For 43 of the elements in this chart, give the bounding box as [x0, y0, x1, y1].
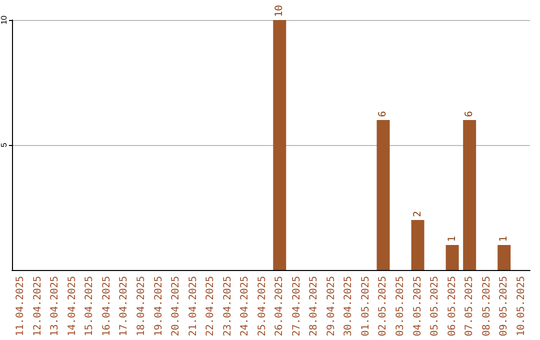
- x-tick-label: 17.04.2025: [118, 276, 130, 336]
- data-label: 1: [498, 236, 510, 242]
- x-tick-label: 19.04.2025: [153, 276, 164, 336]
- x-tick-label: 28.04.2025: [308, 276, 320, 336]
- bar: [446, 245, 459, 270]
- x-tick-label: 12.04.2025: [32, 276, 44, 336]
- x-tick-label: 24.04.2025: [240, 276, 251, 336]
- x-tick-label: 03.05.2025: [395, 276, 406, 336]
- x-tick-label: 02.05.2025: [378, 276, 389, 336]
- bar: [498, 245, 511, 270]
- x-tick-label: 06.05.2025: [446, 276, 458, 336]
- bar: [273, 20, 286, 270]
- x-tick-label: 20.04.2025: [170, 276, 182, 336]
- x-tick-label: 22.04.2025: [205, 276, 216, 336]
- bar: [376, 120, 390, 270]
- x-tick-label: 23.04.2025: [222, 276, 234, 336]
- x-tick-label: 29.04.2025: [326, 276, 337, 336]
- data-label: 1: [446, 236, 458, 242]
- x-tick-label: 26.04.2025: [274, 276, 286, 336]
- x-tick-label: 13.04.2025: [50, 276, 61, 336]
- bar: [411, 220, 424, 270]
- data-label: 10: [274, 4, 286, 17]
- x-tick-label: 09.05.2025: [498, 276, 510, 336]
- x-tick-label: 10.05.2025: [516, 276, 527, 336]
- data-label: 6: [464, 110, 476, 117]
- x-tick-label: 08.05.2025: [481, 276, 492, 336]
- x-tick-label: 21.04.2025: [188, 276, 199, 336]
- x-tick-label: 30.04.2025: [343, 276, 354, 336]
- x-tick-label: 04.05.2025: [412, 276, 424, 336]
- x-tick-label: 18.04.2025: [136, 276, 147, 336]
- x-tick-label: 16.04.2025: [101, 276, 112, 336]
- data-label: 2: [412, 210, 424, 217]
- y-tick-label: 5: [0, 142, 8, 148]
- x-tick-label: 25.04.2025: [256, 276, 268, 336]
- x-tick-label: 14.04.2025: [66, 276, 78, 336]
- x-tick-label: 15.04.2025: [84, 276, 96, 336]
- x-tick-label: 27.04.2025: [291, 276, 302, 336]
- bar: [463, 120, 476, 270]
- x-tick-label: 07.05.2025: [464, 276, 476, 336]
- x-tick-label: 05.05.2025: [430, 276, 441, 336]
- data-label: 6: [378, 110, 389, 117]
- x-tick-label: 01.05.2025: [360, 276, 372, 336]
- x-tick-label: 11.04.2025: [15, 276, 26, 336]
